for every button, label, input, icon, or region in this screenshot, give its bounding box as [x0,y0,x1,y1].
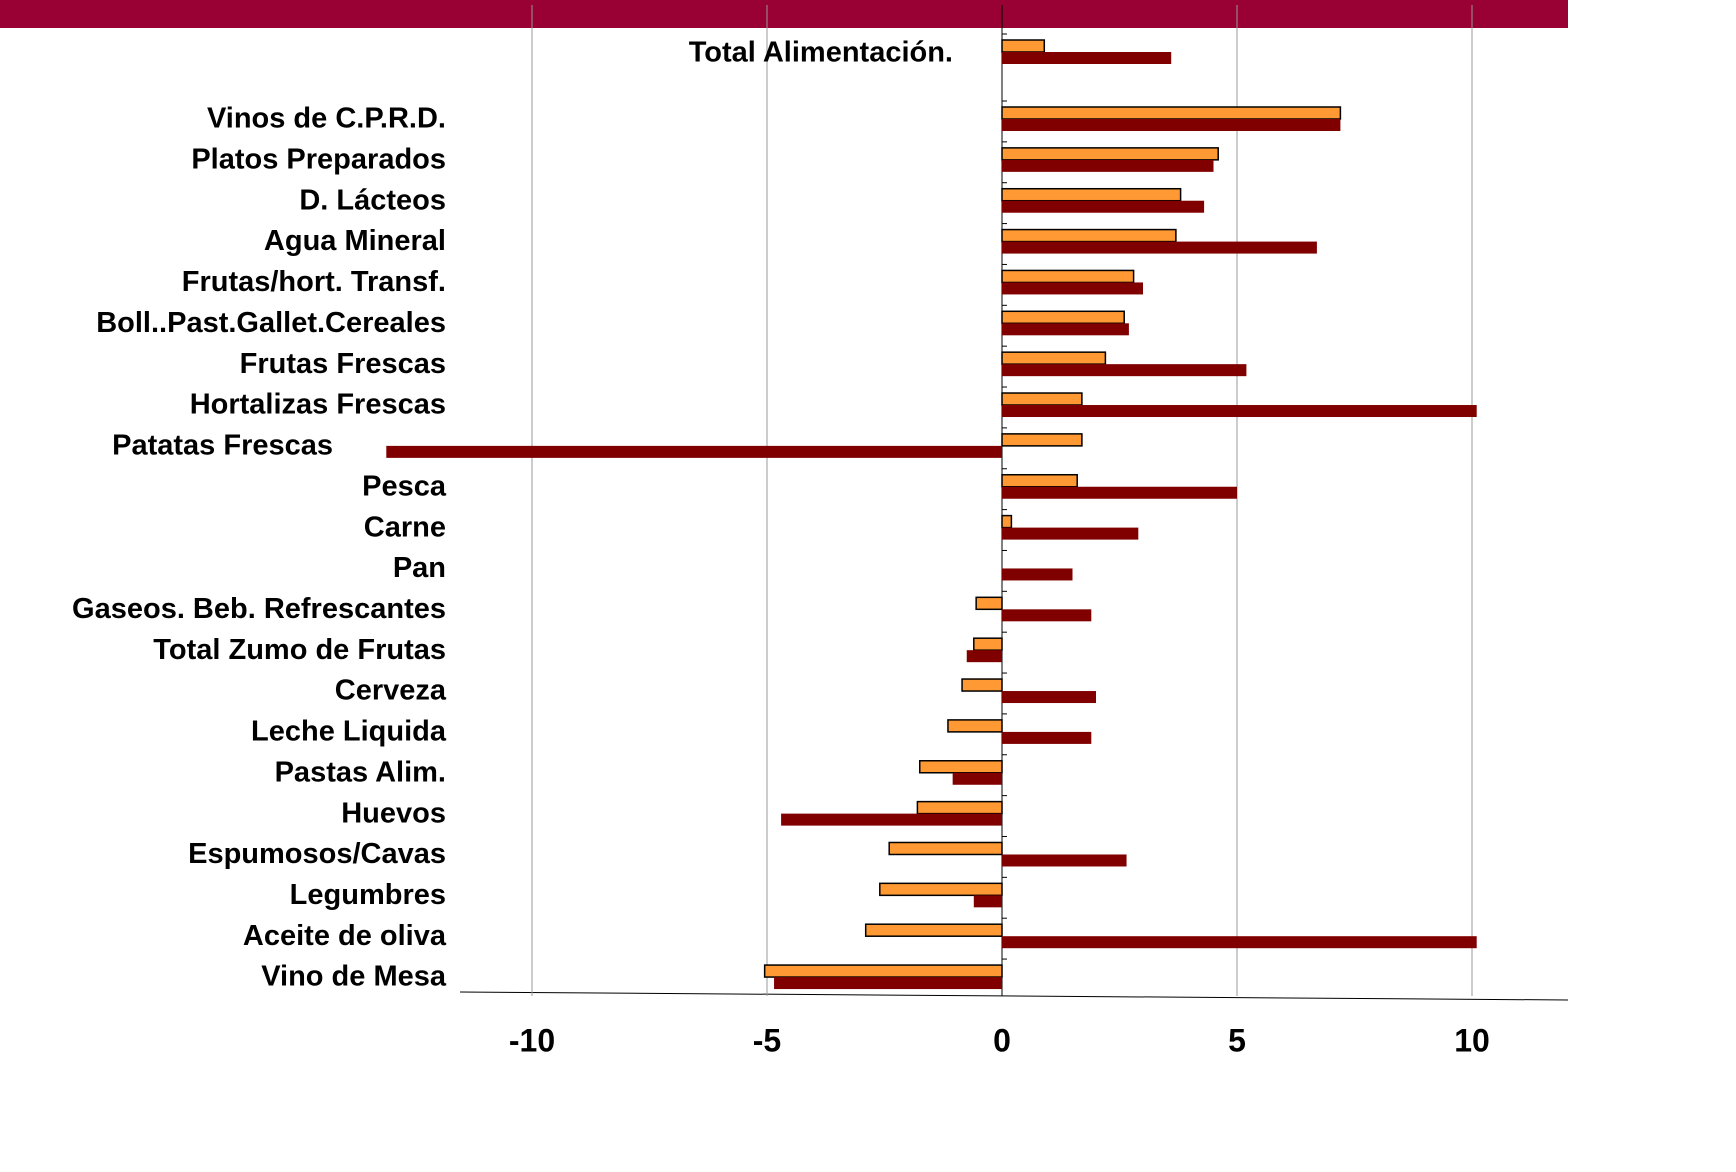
bar [888,841,1003,856]
bar [1002,854,1127,867]
category-label: Agua Mineral [264,225,446,257]
category-label: Espumosos/Cavas [188,838,446,870]
category-label: Vinos de C.P.R.D. [207,103,446,135]
category-label: Pastas Alim. [275,756,446,788]
bar [781,813,1002,826]
category-label: Total Zumo de Frutas [153,634,446,666]
bar [1001,433,1083,447]
bar [1002,119,1341,131]
bar [1002,527,1139,540]
bar [1002,691,1096,704]
category-label: Frutas/hort. Transf. [182,266,446,298]
bar [1001,39,1046,53]
category-label: Pesca [362,470,447,502]
category-label: Vino de Mesa [261,961,447,993]
bar [1002,609,1092,622]
bar [1002,405,1477,418]
bar [975,596,1003,611]
bar [1002,241,1317,254]
bar [1001,310,1125,325]
x-tick-label: -10 [509,1022,555,1058]
x-tick-label: 10 [1454,1022,1490,1058]
category-label: Patatas Frescas [112,430,333,462]
bar [1002,731,1092,744]
bar [1002,364,1247,377]
category-label: D. Lácteos [299,184,446,216]
bar [1001,187,1182,202]
bar [1002,568,1073,581]
category-label: Pan [393,552,446,584]
top-banner [0,0,1568,28]
bar [973,637,1003,651]
chart: -10 -5 0 5 10 Total Alimentación. Vinos de C.P… [0,0,1568,1058]
bar [774,977,1002,990]
x-tick-label: 0 [993,1022,1011,1058]
bar [1001,514,1013,529]
category-label: Huevos [341,797,446,829]
bar [1002,52,1172,64]
category-label: Platos Preparados [191,144,446,176]
bar [947,719,1003,733]
category-label: Cerveza [335,675,447,707]
bar [1002,159,1214,172]
bar [1001,473,1078,488]
bar [879,882,1003,897]
category-label: Gaseos. Beb. Refrescantes [72,593,446,625]
category-label: Frutas Frescas [240,348,446,380]
category-label: Aceite de oliva [243,920,447,952]
category-label: Leche Liquida [251,716,447,748]
bar [864,923,1003,937]
x-tick-label: -5 [753,1022,781,1058]
bar [973,895,1002,908]
bar [1001,351,1107,365]
bar [1002,936,1477,949]
category-label: Hortalizas Frescas [190,389,446,421]
bar [916,800,1003,815]
category-label: Carne [364,511,446,543]
bar [386,445,1002,458]
category-label: Legumbres [290,879,446,911]
bar [1001,269,1135,284]
bar [952,772,1002,785]
bar [1002,282,1143,295]
x-tick-label: 5 [1228,1022,1246,1058]
bar [1002,323,1129,336]
bar [1002,486,1237,499]
bar [961,678,1003,692]
category-label: Total Alimentación. [689,37,953,69]
bar [919,760,1003,774]
bar [1001,228,1177,243]
bar [1002,200,1205,213]
bar [763,964,1003,978]
x-axis-line [459,991,1568,1001]
category-label: Boll..Past.Gallet.Cereales [96,307,446,339]
bar [1001,392,1083,406]
bar [1001,147,1219,161]
bar [966,650,1002,663]
bar [1001,106,1342,120]
